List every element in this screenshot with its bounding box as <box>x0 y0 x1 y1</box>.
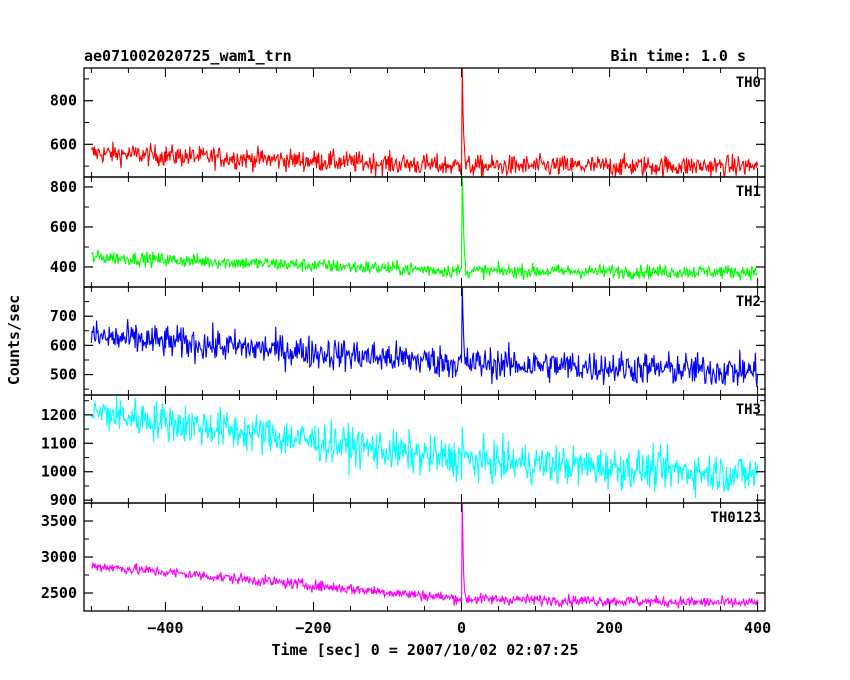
series-line-th0 <box>90 68 759 177</box>
y-tick-label: 900 <box>50 491 77 509</box>
panel-label-th0: TH0 <box>736 75 761 91</box>
y-tick-label: 3500 <box>41 512 77 530</box>
x-axis-labels: −400 −200 0 200 400 <box>147 619 771 637</box>
panel-th1: 400 600 800 TH1 <box>50 176 766 288</box>
x-tick-label: −400 <box>147 619 183 637</box>
y-tick-label: 700 <box>50 307 77 325</box>
y-tick-label: 500 <box>50 366 77 384</box>
observation-title: ae071002020725_wam1_trn <box>84 47 292 65</box>
series-line-th3 <box>90 395 759 498</box>
x-tick-label: −200 <box>295 619 331 637</box>
panels-group: 600 800 TH0 400 600 800 TH1 500 600 700 TH2 900 1000… <box>41 67 766 612</box>
panel-label-th3: TH3 <box>736 402 761 418</box>
y-tick-label: 400 <box>50 258 77 276</box>
y-tick-label: 1000 <box>41 463 77 481</box>
series-line-th0123 <box>91 503 759 609</box>
y-tick-label: 800 <box>50 178 77 196</box>
y-tick-label: 600 <box>50 135 77 153</box>
y-tick-label: 1100 <box>41 434 77 452</box>
panel-label-th1: TH1 <box>736 184 761 200</box>
panel-th0123: 2500 3000 3500 TH0123 <box>41 502 766 612</box>
series-line-th2 <box>90 287 759 388</box>
y-tick-label: 800 <box>50 92 77 110</box>
x-tick-label: 200 <box>596 619 623 637</box>
y-tick-label: 600 <box>50 336 77 354</box>
y-tick-label: 600 <box>50 218 77 236</box>
y-tick-label: 1200 <box>41 406 77 424</box>
x-tick-label: 0 <box>457 619 466 637</box>
panel-label-th2: TH2 <box>736 294 761 310</box>
panel-label-th0123: TH0123 <box>710 510 761 526</box>
x-axis-label: Time [sec] 0 = 2007/10/02 02:07:25 <box>271 641 578 659</box>
panel-th3: 900 1000 1100 1200 TH3 <box>41 394 766 509</box>
y-tick-label: 3000 <box>41 548 77 566</box>
x-tick-label: 400 <box>744 619 771 637</box>
panel-th0: 600 800 TH0 <box>50 67 766 178</box>
series-line-th1 <box>91 177 758 281</box>
panel-th2: 500 600 700 TH2 <box>50 286 766 396</box>
y-tick-label: 2500 <box>41 584 77 602</box>
bin-time-label: Bin time: 1.0 s <box>611 47 746 65</box>
y-axis-label: Counts/sec <box>5 295 23 385</box>
